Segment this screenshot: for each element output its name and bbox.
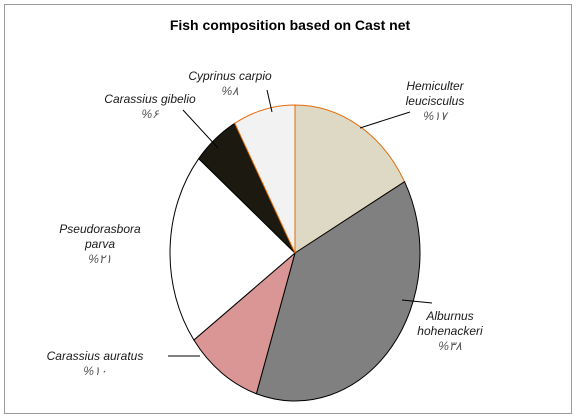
slice-percent-label: %۸ — [221, 84, 239, 98]
slice-label: leucisculus — [406, 94, 465, 108]
slice-percent-label: %۶ — [141, 107, 159, 121]
slice-percent-label: %۳۸ — [438, 339, 462, 353]
pie-slices — [169, 104, 421, 402]
slice-percent-label: %۲۱ — [88, 252, 112, 266]
pie-slice-alburnus-hohenackeri — [255, 180, 421, 402]
slice-label: hohenackeri — [417, 324, 483, 338]
slice-label: parva — [84, 237, 115, 251]
slice-percent-label: %۱۷ — [423, 109, 448, 123]
pie-slice-pseudorasbora-parva — [169, 157, 296, 341]
leader-line — [401, 299, 433, 304]
slice-label: Pseudorasbora — [59, 222, 141, 236]
leader-line — [182, 109, 219, 149]
leader-line — [359, 111, 411, 129]
slice-label: Cyprinus carpio — [188, 69, 272, 83]
chart-title: Fish composition based on Cast net — [170, 17, 411, 33]
pie-slice-hemiculter-leucisculus — [294, 104, 406, 254]
slice-label: Carassius gibelio — [104, 92, 196, 106]
pie-slice-cyprinus-carpio — [234, 104, 296, 254]
pie-slice-carassius-auratus — [193, 251, 296, 395]
slice-label: Alburnus — [425, 309, 473, 323]
leader-line — [266, 89, 273, 113]
slice-percent-label: %۱۰ — [83, 364, 107, 378]
slice-label: Carassius auratus — [47, 349, 144, 363]
slice-label: Hemiculter — [406, 79, 464, 93]
leader-lines — [168, 89, 433, 357]
